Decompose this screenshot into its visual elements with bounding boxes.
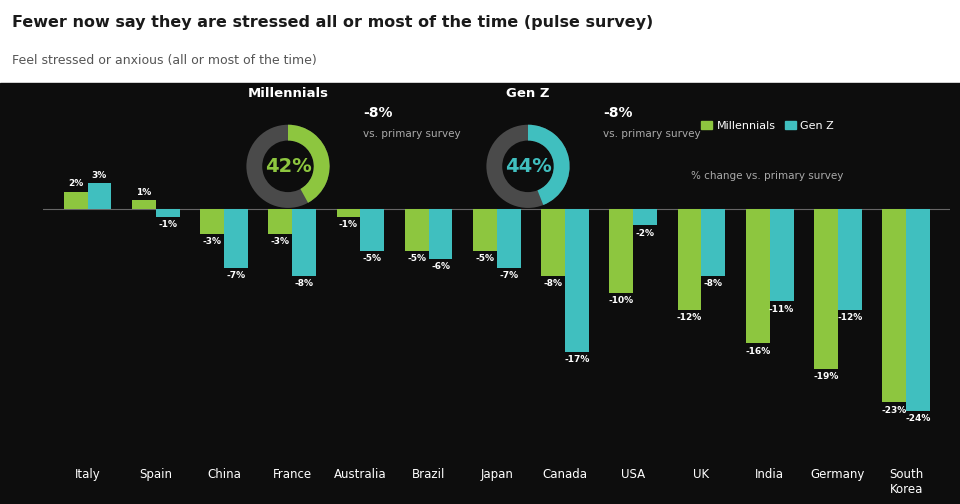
Text: -6%: -6% [431, 263, 450, 272]
Text: vs. primary survey: vs. primary survey [603, 129, 701, 139]
Bar [565, 209, 588, 352]
Text: -2%: -2% [636, 229, 655, 238]
Text: -3%: -3% [271, 237, 290, 246]
Text: -24%: -24% [905, 414, 930, 423]
Text: -8%: -8% [543, 279, 563, 288]
Text: -1%: -1% [158, 220, 178, 229]
Legend: Millennials, Gen Z: Millennials, Gen Z [697, 116, 838, 136]
Text: Feel stressed or anxious (all or most of the time): Feel stressed or anxious (all or most of… [12, 54, 316, 67]
Text: -8%: -8% [363, 106, 393, 120]
Bar [337, 209, 360, 217]
Text: -12%: -12% [837, 313, 862, 322]
Bar [541, 209, 565, 276]
Bar [634, 209, 657, 225]
Bar [87, 183, 111, 209]
Text: 1%: 1% [136, 188, 152, 197]
Bar [156, 209, 180, 217]
Bar [610, 209, 634, 293]
Text: -19%: -19% [813, 372, 839, 381]
Text: -12%: -12% [677, 313, 702, 322]
Bar [814, 209, 838, 368]
Bar [132, 200, 156, 209]
Bar [882, 209, 906, 402]
Text: -11%: -11% [769, 304, 794, 313]
Text: Fewer now say they are stressed all or most of the time (pulse survey): Fewer now say they are stressed all or m… [12, 15, 653, 30]
Bar [200, 209, 224, 234]
Bar [360, 209, 384, 250]
Text: -5%: -5% [475, 254, 494, 263]
Text: -8%: -8% [603, 106, 633, 120]
Text: 2%: 2% [68, 179, 84, 188]
Bar [292, 209, 316, 276]
Text: 44%: 44% [505, 157, 551, 176]
Wedge shape [487, 124, 569, 208]
Text: -5%: -5% [363, 254, 382, 263]
Bar [678, 209, 702, 309]
Bar [746, 209, 770, 343]
Text: -5%: -5% [407, 254, 426, 263]
Bar [224, 209, 248, 268]
Text: Gen Z: Gen Z [506, 87, 550, 100]
Bar [702, 209, 726, 276]
Bar [770, 209, 794, 301]
Bar [473, 209, 496, 250]
Bar [405, 209, 428, 250]
Bar [268, 209, 292, 234]
Text: -23%: -23% [881, 406, 907, 415]
Text: -3%: -3% [203, 237, 222, 246]
Text: -1%: -1% [339, 220, 358, 229]
Text: -7%: -7% [227, 271, 246, 280]
Text: -8%: -8% [295, 279, 314, 288]
Text: Millennials: Millennials [248, 87, 328, 100]
Text: -8%: -8% [704, 279, 723, 288]
Text: vs. primary survey: vs. primary survey [363, 129, 461, 139]
Wedge shape [247, 124, 329, 208]
Text: -17%: -17% [564, 355, 589, 364]
Bar [906, 209, 930, 411]
Text: % change vs. primary survey: % change vs. primary survey [691, 171, 844, 181]
Bar [63, 192, 87, 209]
Bar [428, 209, 452, 259]
Text: 3%: 3% [92, 171, 108, 180]
Bar [838, 209, 862, 309]
Wedge shape [528, 124, 569, 205]
Text: -16%: -16% [745, 347, 770, 356]
Text: -7%: -7% [499, 271, 518, 280]
Wedge shape [288, 124, 329, 203]
Text: 42%: 42% [265, 157, 311, 176]
Text: -10%: -10% [609, 296, 634, 305]
Bar [496, 209, 520, 268]
